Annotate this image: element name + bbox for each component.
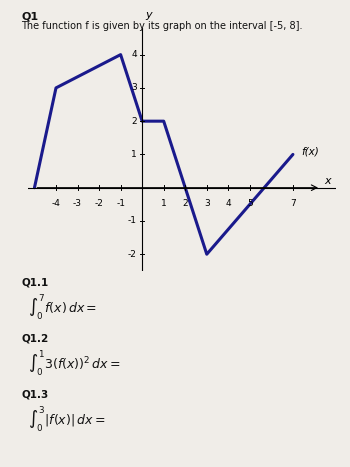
- Text: 2: 2: [182, 199, 188, 208]
- Text: Q1.3: Q1.3: [21, 390, 48, 400]
- Text: -1: -1: [128, 217, 137, 226]
- Text: -4: -4: [51, 199, 61, 208]
- Text: $\int_0^3 |f(x)|\, dx =$: $\int_0^3 |f(x)|\, dx =$: [28, 404, 105, 434]
- Text: f(x): f(x): [302, 146, 319, 156]
- Text: 4: 4: [225, 199, 231, 208]
- Text: -2: -2: [128, 250, 137, 259]
- Text: Q1: Q1: [21, 12, 38, 21]
- Text: 4: 4: [131, 50, 137, 59]
- Text: -3: -3: [73, 199, 82, 208]
- Text: Q1.2: Q1.2: [21, 334, 48, 344]
- Text: Q1.1: Q1.1: [21, 278, 48, 288]
- Text: $\int_0^1 3(f(x))^2\, dx =$: $\int_0^1 3(f(x))^2\, dx =$: [28, 348, 121, 378]
- Text: 3: 3: [204, 199, 210, 208]
- Text: $\int_0^7 f(x)\, dx =$: $\int_0^7 f(x)\, dx =$: [28, 292, 97, 322]
- Text: 5: 5: [247, 199, 253, 208]
- Text: x: x: [324, 176, 331, 186]
- Text: 2: 2: [131, 117, 137, 126]
- Text: The function f is given by its graph on the interval [-5, 8].: The function f is given by its graph on …: [21, 21, 302, 31]
- Text: 1: 1: [161, 199, 167, 208]
- Text: 3: 3: [131, 84, 137, 92]
- Text: -2: -2: [94, 199, 104, 208]
- Text: -1: -1: [116, 199, 125, 208]
- Text: 7: 7: [290, 199, 296, 208]
- Text: y: y: [145, 10, 152, 20]
- Text: 1: 1: [131, 150, 137, 159]
